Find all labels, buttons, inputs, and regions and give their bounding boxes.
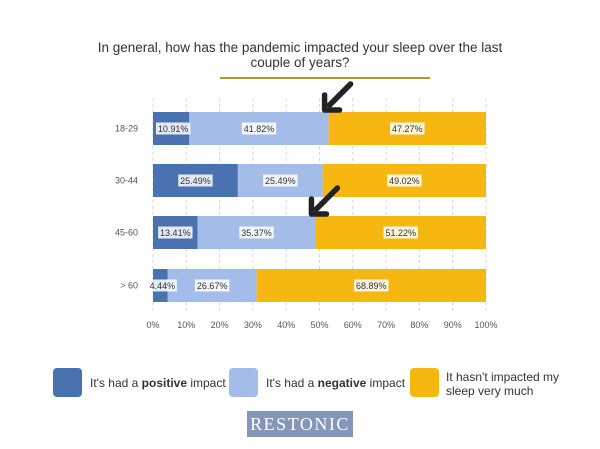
annotation-arrow-1: [308, 185, 341, 217]
x-tick-label-2: 20%: [211, 320, 229, 330]
category-label-2: 45-60: [115, 228, 138, 238]
restonic-logo: RESTONIC: [247, 411, 353, 437]
x-tick-label-5: 50%: [310, 320, 328, 330]
value-label-bg-2-2: [383, 226, 418, 239]
x-tick-label-8: 80%: [410, 320, 428, 330]
x-tick-label-7: 70%: [377, 320, 395, 330]
value-label-2-1: 35.37%: [241, 228, 272, 238]
legend-label-negative: It's had a negative impact: [266, 376, 406, 390]
legend-swatch-positive: [53, 368, 82, 397]
category-label-0: 18-29: [115, 124, 138, 134]
value-label-3-0: 4.44%: [150, 281, 176, 291]
value-label-bg-2-0: [158, 226, 193, 239]
chart-title: In general, how has the pandemic impacte…: [97, 40, 503, 70]
value-label-bg-3-2: [354, 279, 389, 292]
legend-swatch-negative: [229, 368, 258, 397]
x-tick-label-0: 0%: [146, 320, 159, 330]
stacked-bar-chart: 0% 10% 20% 30% 40% 50% 60% 70% 80% 90% 100% 18-29 10…: [115, 81, 498, 330]
value-label-bg-1-1: [263, 174, 298, 187]
x-tick-label-9: 90%: [444, 320, 462, 330]
value-label-bg-0-2: [390, 122, 425, 135]
title-underline: [220, 77, 430, 79]
annotation-arrow-0: [321, 81, 354, 113]
chart-arrows: [308, 81, 354, 217]
value-label-bg-3-1: [194, 279, 230, 292]
value-label-2-2: 51.22%: [385, 228, 416, 238]
value-label-3-2: 68.89%: [356, 281, 387, 291]
value-label-3-1: 26.67%: [197, 281, 228, 291]
x-tick-label-6: 60%: [344, 320, 362, 330]
value-label-bg-1-2: [387, 174, 422, 187]
value-label-bg-3-0: [147, 279, 177, 292]
x-tick-label-4: 40%: [277, 320, 295, 330]
value-label-bg-2-1: [239, 226, 274, 239]
x-tick-label-3: 30%: [244, 320, 262, 330]
x-tick-label-1: 10%: [177, 320, 195, 330]
value-label-1-1: 25.49%: [265, 176, 296, 186]
value-label-2-0: 13.41%: [160, 228, 191, 238]
value-label-0-0: 10.91%: [158, 124, 189, 134]
value-label-0-2: 47.27%: [392, 124, 423, 134]
value-label-1-2: 49.02%: [389, 176, 420, 186]
value-label-bg-0-0: [155, 122, 191, 135]
value-label-0-1: 41.82%: [244, 124, 275, 134]
value-label-1-0: 25.49%: [180, 176, 211, 186]
legend-swatch-not-impacted: [410, 368, 439, 397]
value-label-bg-0-1: [241, 122, 277, 135]
x-tick-label-10: 100%: [474, 320, 497, 330]
chart-labels: 0% 10% 20% 30% 40% 50% 60% 70% 80% 90% 100% 18-29 10…: [115, 122, 498, 330]
value-label-bg-1-0: [178, 174, 213, 187]
category-label-1: 30-44: [115, 176, 138, 186]
category-label-3: > 60: [120, 281, 138, 291]
legend-label-positive: It's had a positive impact: [90, 376, 226, 390]
legend-label-not-impacted: It hasn't impacted my sleep very much: [446, 370, 560, 398]
